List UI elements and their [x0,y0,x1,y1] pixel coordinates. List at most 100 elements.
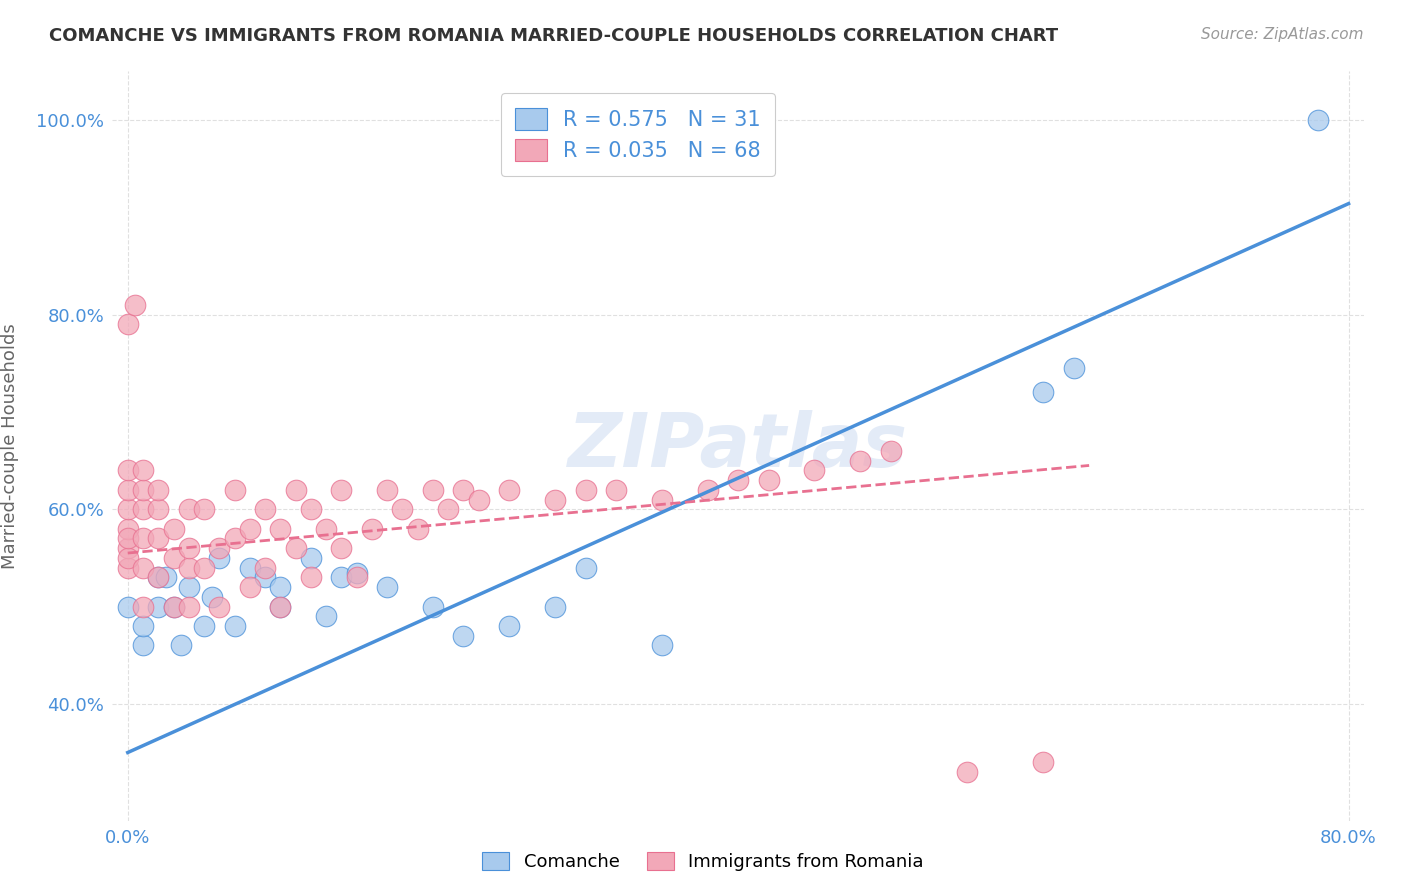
Point [284,483,307,497]
Point [148,483,170,497]
Y-axis label: Married-couple Households: Married-couple Households [1,323,20,569]
Point [148,570,170,584]
Text: ZIPatlas: ZIPatlas [568,409,908,483]
Point [269,599,291,614]
Point [162,599,184,614]
Point [1032,385,1054,400]
Legend: R = 0.575   N = 31, R = 0.035   N = 68: R = 0.575 N = 31, R = 0.035 N = 68 [501,93,775,176]
Point [177,502,200,516]
Point [651,492,673,507]
Point [361,522,384,536]
Point [254,570,277,584]
Point [117,532,139,546]
Point [422,483,444,497]
Point [467,492,489,507]
Legend: Comanche, Immigrants from Romania: Comanche, Immigrants from Romania [475,845,931,879]
Point [162,599,184,614]
Point [544,492,567,507]
Point [330,570,353,584]
Point [299,550,322,565]
Point [299,570,322,584]
Point [162,522,184,536]
Point [132,483,155,497]
Point [201,590,224,604]
Point [117,599,139,614]
Point [803,463,825,477]
Point [422,599,444,614]
Point [177,599,200,614]
Point [224,619,246,633]
Point [574,560,596,574]
Point [148,532,170,546]
Point [208,550,231,565]
Point [162,550,184,565]
Point [498,619,520,633]
Point [117,502,139,516]
Point [391,502,413,516]
Point [132,463,155,477]
Point [239,522,262,536]
Point [208,599,231,614]
Point [315,609,337,624]
Point [651,639,673,653]
Point [1306,113,1329,128]
Point [849,453,872,467]
Point [148,599,170,614]
Point [299,502,322,516]
Point [117,550,139,565]
Point [346,570,368,584]
Point [269,599,291,614]
Point [453,483,475,497]
Point [1063,361,1085,376]
Point [254,502,277,516]
Point [193,560,215,574]
Point [758,473,780,487]
Point [330,483,353,497]
Point [132,502,155,516]
Point [193,502,215,516]
Point [148,570,170,584]
Point [117,463,139,477]
Text: Source: ZipAtlas.com: Source: ZipAtlas.com [1201,27,1364,42]
Point [117,483,139,497]
Point [132,560,155,574]
Point [239,580,262,594]
Point [605,483,627,497]
Point [177,541,200,556]
Point [453,629,475,643]
Point [177,580,200,594]
Point [330,541,353,556]
Point [727,473,749,487]
Point [254,560,277,574]
Point [346,566,368,580]
Point [193,619,215,633]
Point [574,483,596,497]
Point [132,532,155,546]
Point [132,619,155,633]
Point [956,764,979,779]
Point [117,318,139,332]
Point [315,522,337,536]
Point [224,483,246,497]
Point [696,483,718,497]
Point [880,443,903,458]
Point [544,599,567,614]
Point [239,560,262,574]
Point [117,560,139,574]
Point [1032,756,1054,770]
Point [208,541,231,556]
Point [148,502,170,516]
Point [170,639,193,653]
Point [498,483,520,497]
Point [269,522,291,536]
Point [132,639,155,653]
Point [132,599,155,614]
Point [375,483,398,497]
Point [437,502,460,516]
Point [224,532,246,546]
Point [269,580,291,594]
Point [117,541,139,556]
Point [375,580,398,594]
Point [284,541,307,556]
Point [155,570,177,584]
